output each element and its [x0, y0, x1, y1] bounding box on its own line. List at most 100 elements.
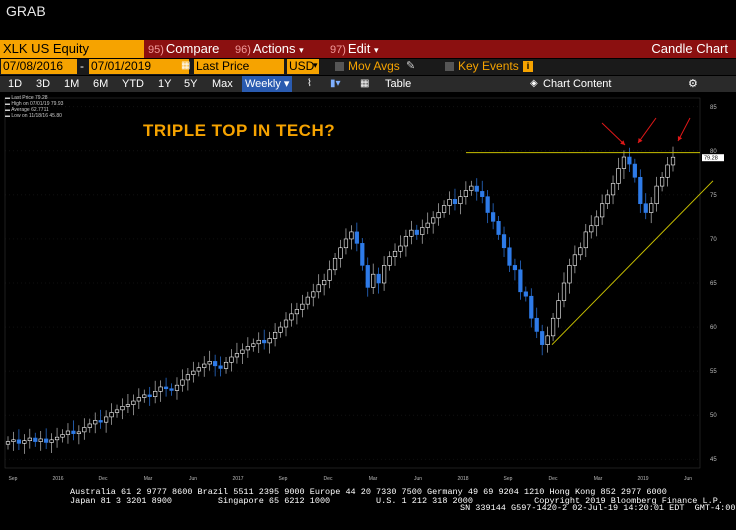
candle-icon[interactable]: ▮▾	[330, 78, 341, 89]
support-trendline	[551, 180, 714, 346]
candlestick-chart: 85 80 75 70 65 60 55 50 45 Sep 2016 Dec Mar Jun 2017 Se…	[4, 97, 724, 482]
legend-label: Average	[11, 107, 30, 113]
candle	[485, 196, 490, 213]
candle	[180, 379, 185, 386]
legend-item: ▬ High on 07/01/19 79.93	[5, 101, 64, 107]
legend-label: Low on 11/18/16	[11, 113, 48, 119]
y-tick-label: 85	[710, 105, 717, 111]
mov-avgs-checkbox[interactable]	[335, 62, 344, 71]
candle	[109, 412, 114, 418]
compare-num: 95)	[148, 44, 164, 56]
candle	[87, 423, 92, 428]
legend-item: ▬ Average 62.7711	[5, 107, 49, 113]
candle	[392, 250, 398, 257]
x-tick-label: Mar	[594, 476, 603, 482]
date-separator: -	[80, 59, 84, 73]
candle	[600, 203, 605, 218]
red-arrow	[601, 122, 626, 146]
candle	[670, 156, 676, 166]
x-tick-label: Sep	[504, 476, 513, 482]
candle	[65, 430, 71, 435]
chevron-down-icon: ▾	[313, 60, 318, 70]
candle	[572, 254, 577, 266]
candle	[202, 363, 207, 368]
chart-content-button[interactable]: Chart Content	[543, 78, 612, 90]
candle	[33, 437, 38, 442]
line-chart-icon[interactable]: ⌇	[307, 78, 312, 89]
candle	[496, 221, 501, 235]
candle	[60, 434, 65, 438]
candle	[256, 339, 261, 345]
candle	[229, 356, 234, 363]
candle	[207, 361, 212, 365]
candle	[382, 265, 387, 284]
candle	[447, 199, 452, 206]
legend-label: Last Price	[11, 95, 34, 101]
security-field[interactable]: XLK US Equity	[0, 40, 144, 58]
key-events-checkbox[interactable]	[445, 62, 454, 71]
x-tick-label: Dec	[549, 476, 558, 482]
x-tick-label: Sep	[279, 476, 288, 482]
field-select[interactable]: Last Price	[194, 59, 284, 74]
table-icon[interactable]: ▦	[360, 78, 370, 89]
gear-icon[interactable]: ⚙	[688, 78, 698, 90]
chart-content-icon[interactable]: ◈	[530, 78, 538, 89]
period-1m[interactable]: 1M	[64, 78, 80, 90]
candle	[289, 313, 294, 321]
pencil-icon[interactable]: ✎	[406, 60, 416, 72]
window-label: GRAB	[6, 3, 46, 19]
x-tick-label: Sep	[9, 476, 18, 482]
candle	[16, 439, 22, 444]
candle	[578, 247, 583, 256]
legend-item: ▬ Last Price 79.28	[5, 95, 48, 101]
chevron-down-icon: ▾	[299, 45, 304, 55]
candle	[114, 409, 120, 413]
candle	[240, 349, 245, 354]
candle	[262, 339, 267, 344]
legend-label: High on 07/01/19	[11, 101, 50, 107]
calendar-icon[interactable]: ▦	[181, 60, 191, 71]
period-5y[interactable]: 5Y	[184, 78, 198, 90]
candle	[452, 199, 458, 205]
footer-session: SN 339144 G597-1420-2 02-Jul-19 14:20:01…	[460, 503, 736, 513]
candle	[316, 284, 321, 293]
candle	[376, 273, 381, 284]
chevron-down-icon: ▾	[373, 45, 379, 55]
candle	[480, 191, 485, 197]
table-button[interactable]: Table	[385, 78, 412, 90]
candle	[534, 317, 539, 332]
period-3d[interactable]: 3D	[36, 78, 51, 90]
candle	[654, 185, 659, 205]
candle	[147, 394, 152, 397]
candle	[38, 438, 43, 442]
candle	[300, 303, 305, 310]
period-1y[interactable]: 1Y	[158, 78, 172, 90]
candle	[616, 168, 621, 184]
period-1d[interactable]: 1D	[8, 78, 23, 90]
y-tick-label: 55	[710, 369, 717, 375]
candle	[491, 212, 496, 222]
candle	[338, 247, 343, 259]
frequency-select[interactable]: Weekly ▾	[242, 76, 293, 92]
period-ytd[interactable]: YTD	[122, 78, 144, 90]
candle	[540, 331, 545, 345]
candle	[136, 397, 141, 402]
info-icon[interactable]: i	[523, 61, 533, 72]
compare-button[interactable]: 95) Compare	[148, 40, 219, 58]
candle	[431, 217, 436, 224]
edit-button[interactable]: 97) Edit ▾	[330, 40, 378, 58]
candle	[469, 185, 474, 191]
candle	[458, 196, 463, 205]
candle	[218, 365, 223, 369]
candle	[153, 391, 158, 397]
period-bar	[0, 76, 736, 92]
period-max[interactable]: Max	[212, 78, 233, 90]
actions-button[interactable]: 96) Actions ▾	[235, 40, 304, 58]
candle	[76, 431, 81, 434]
candle	[278, 326, 283, 333]
start-date-field[interactable]: 07/08/2016	[1, 59, 77, 74]
period-6m[interactable]: 6M	[93, 78, 109, 90]
candle	[365, 265, 370, 288]
currency-select[interactable]: USD	[287, 59, 319, 74]
end-date-field[interactable]: 07/01/2019	[89, 59, 189, 74]
